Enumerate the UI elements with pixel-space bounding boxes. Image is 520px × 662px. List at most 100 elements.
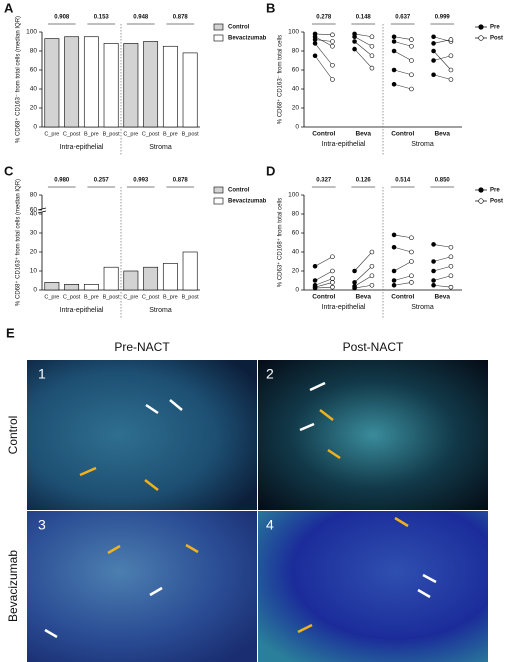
y-tick-label: 20 <box>292 268 300 275</box>
micrograph <box>258 360 488 510</box>
y-tick-label: 100 <box>288 29 299 36</box>
point <box>431 72 436 78</box>
legend-marker <box>478 187 484 193</box>
point <box>391 39 397 44</box>
x-tick-label: C_pre <box>123 131 138 137</box>
pair-line <box>433 244 451 248</box>
point <box>448 37 454 42</box>
pair-line <box>354 266 373 283</box>
pair-line <box>393 275 412 281</box>
pair-line <box>433 256 452 262</box>
point <box>431 278 436 283</box>
pair-line <box>314 282 333 288</box>
legend-label: Post <box>490 36 503 42</box>
image-number: 2 <box>266 366 274 382</box>
bar <box>64 283 80 291</box>
point <box>312 37 318 42</box>
x-tick-label: Control <box>312 131 335 138</box>
pair-line <box>393 261 412 272</box>
point <box>330 284 335 290</box>
point <box>431 58 436 63</box>
group-label: Intra-epithelial <box>60 144 104 151</box>
bar <box>123 270 139 291</box>
chart: D % CD63⁺ CD168⁺ from total cells 0 20 40 60 8… <box>266 163 503 318</box>
y-tick-label: 80 <box>292 211 300 218</box>
group-label: Stroma <box>149 144 172 151</box>
y-tick-label: 40 <box>30 211 38 218</box>
x-tick-label: B_post <box>103 131 121 137</box>
column-label: Pre-NACT <box>114 340 170 354</box>
pair-line <box>354 284 372 289</box>
bar <box>162 263 178 291</box>
pair-line <box>433 39 452 44</box>
point <box>431 268 436 274</box>
x-tick-label: Control <box>312 294 335 301</box>
image-number: 3 <box>38 517 46 533</box>
point <box>369 273 375 279</box>
bar <box>103 43 119 128</box>
group-label: Stroma <box>411 304 434 311</box>
point <box>352 46 357 52</box>
bar <box>143 266 159 291</box>
x-tick-label: B_pre <box>84 131 99 137</box>
pair-line <box>394 234 412 239</box>
pair-line <box>394 36 412 40</box>
x-tick-label: B_pre <box>84 294 99 300</box>
legend-swatch <box>213 186 224 194</box>
pair-line <box>433 55 452 61</box>
pair-line <box>354 275 373 287</box>
point <box>352 280 357 285</box>
point <box>448 244 454 250</box>
micrograph <box>27 360 257 510</box>
pair-line <box>433 284 451 288</box>
pair-line <box>393 50 412 61</box>
bar <box>182 52 198 128</box>
image-number: 4 <box>266 517 274 533</box>
pair-line <box>314 256 333 267</box>
pair-line <box>314 270 333 281</box>
point <box>409 280 414 285</box>
point <box>352 34 357 40</box>
p-value: 0.850 <box>435 178 451 184</box>
point <box>369 249 375 255</box>
x-tick-label: B_post <box>182 131 200 137</box>
bar <box>162 45 178 128</box>
y-tick-label: 0 <box>33 287 37 294</box>
point <box>391 67 397 73</box>
bar <box>64 36 80 128</box>
pair-line <box>354 251 373 272</box>
point <box>409 86 414 92</box>
bar <box>103 266 119 291</box>
y-tick-label: 40 <box>292 86 300 93</box>
y-tick-label: 60 <box>292 230 300 237</box>
p-value: 0.878 <box>173 15 189 21</box>
point <box>391 81 397 87</box>
x-tick-label: C_post <box>63 294 81 300</box>
image-panel: E Pre-NACT Post-NACT Control Bevacizumab… <box>6 325 488 662</box>
pair-line <box>314 43 333 66</box>
group-label: Intra-epithelial <box>60 307 104 314</box>
x-tick-label: C_pre <box>123 294 138 300</box>
point <box>330 39 335 44</box>
point <box>391 278 397 283</box>
y-tick-label: 40 <box>30 86 38 93</box>
x-tick-label: C_post <box>142 294 160 300</box>
y-tick-label: 80 <box>30 48 38 55</box>
point <box>352 268 357 274</box>
y-tick-label: 0 <box>295 124 299 131</box>
y-tick-label: 0 <box>295 287 299 294</box>
legend-label: Control <box>228 188 250 194</box>
axis-break <box>38 209 46 212</box>
bar <box>83 283 99 291</box>
y-tick-label: 60 <box>30 67 38 74</box>
point <box>330 254 335 260</box>
point <box>330 280 335 285</box>
point <box>448 254 454 260</box>
p-value: 0.257 <box>94 178 110 184</box>
y-axis-label: % CD68⁺ CD163⁻ from total cells <box>277 35 284 124</box>
point <box>330 32 335 38</box>
legend-marker <box>478 198 484 204</box>
panel-letter: B <box>266 0 275 15</box>
p-value: 0.993 <box>133 178 149 184</box>
